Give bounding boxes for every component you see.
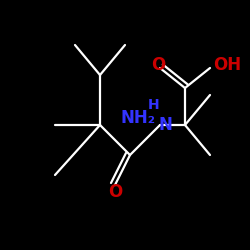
Text: N: N	[158, 116, 172, 134]
Text: OH: OH	[213, 56, 241, 74]
Text: H: H	[148, 98, 160, 112]
Text: NH₂: NH₂	[120, 109, 155, 127]
Text: O: O	[151, 56, 165, 74]
Text: O: O	[108, 183, 122, 201]
